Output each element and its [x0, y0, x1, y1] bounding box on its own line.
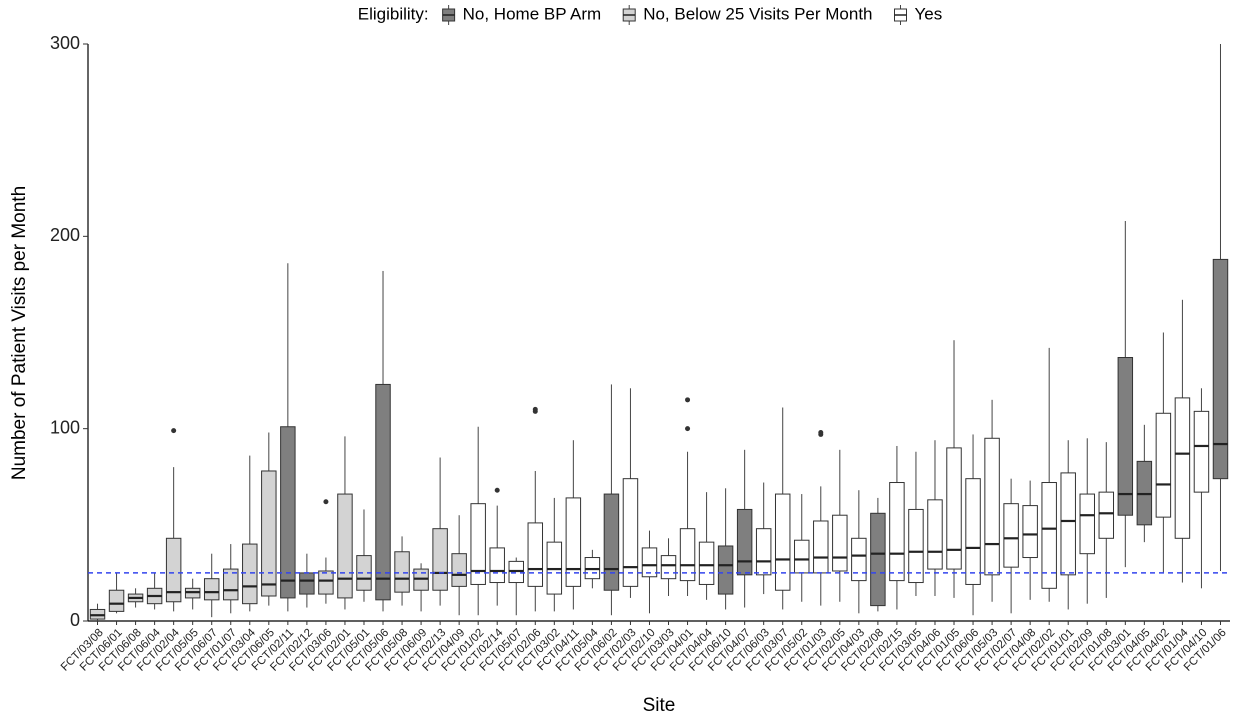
box [908, 508, 924, 584]
box [299, 572, 315, 595]
box [432, 528, 448, 591]
box [813, 520, 829, 574]
box [565, 497, 582, 587]
outlier [323, 499, 329, 505]
box [375, 383, 391, 601]
box [394, 551, 410, 593]
box [1212, 258, 1229, 480]
box [603, 493, 620, 591]
legend-label: No, Home BP Arm [463, 4, 602, 23]
box [108, 589, 125, 612]
box [698, 541, 715, 585]
box [679, 528, 696, 582]
box [261, 470, 277, 597]
box [470, 503, 486, 585]
box [755, 528, 772, 576]
box [280, 426, 296, 599]
box [242, 543, 258, 605]
box [774, 493, 791, 591]
box [927, 499, 943, 570]
box [736, 508, 753, 576]
y-tick-label: 200 [50, 225, 80, 245]
box [1060, 472, 1076, 576]
y-axis-label: Number of Patient Visits per Month [9, 186, 30, 480]
legend-label: Yes [915, 4, 943, 23]
box [851, 537, 867, 582]
y-tick-label: 100 [50, 417, 80, 437]
legend-title: Eligibility: [358, 4, 429, 23]
outlier [171, 428, 177, 434]
box [1079, 493, 1095, 555]
box [1117, 357, 1134, 516]
outlier [494, 487, 500, 493]
box [870, 512, 886, 607]
x-axis-label: Site [643, 695, 676, 716]
box [451, 553, 467, 587]
box [832, 514, 848, 572]
box [1174, 397, 1191, 539]
box [1155, 412, 1172, 518]
box [660, 555, 677, 580]
y-tick-label: 0 [70, 610, 80, 630]
box [794, 539, 810, 574]
legend-label: No, Below 25 Visits Per Month [643, 4, 872, 23]
box [1003, 503, 1019, 568]
box [223, 568, 239, 601]
outlier [818, 430, 824, 436]
box [337, 493, 353, 599]
box [946, 447, 962, 570]
box [318, 570, 334, 595]
box [717, 545, 734, 595]
box [984, 437, 1000, 576]
box [1193, 410, 1210, 493]
box [1022, 505, 1038, 559]
y-tick-label: 300 [50, 33, 80, 53]
box [641, 547, 658, 578]
box [203, 578, 220, 601]
box [489, 547, 505, 584]
box [165, 537, 182, 603]
outlier [685, 426, 691, 432]
box [527, 522, 544, 587]
box [965, 478, 981, 585]
box [1041, 482, 1057, 589]
outlier [532, 406, 538, 412]
outlier [685, 397, 691, 403]
box [889, 482, 905, 582]
box [622, 478, 639, 587]
box [1098, 491, 1115, 539]
